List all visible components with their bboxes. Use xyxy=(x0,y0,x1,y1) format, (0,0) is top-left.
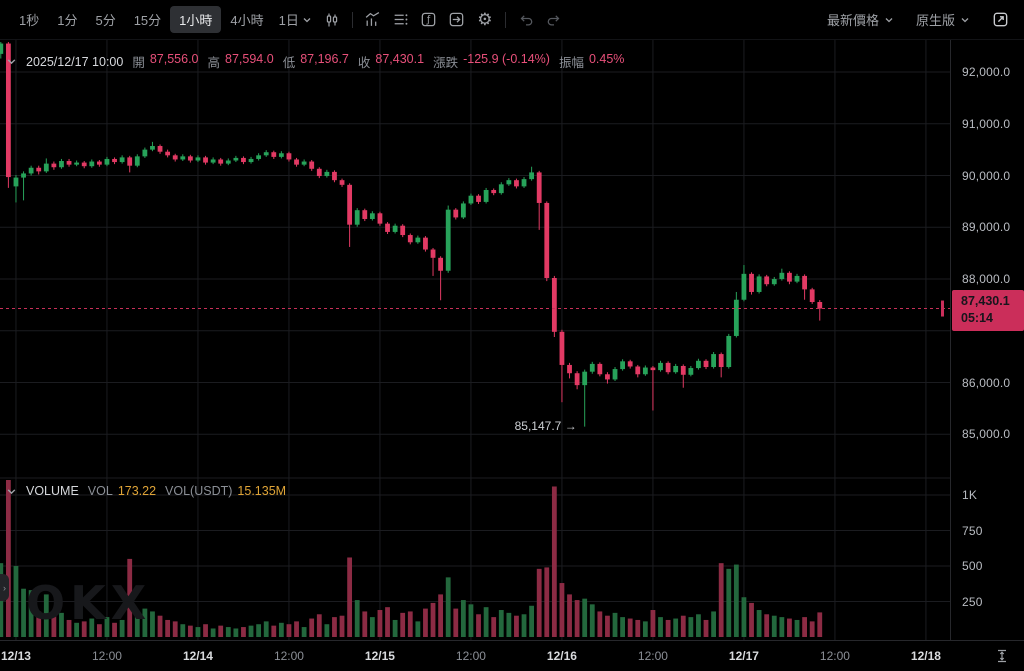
volume-tick-label: 1K xyxy=(962,488,978,502)
interval-4h-button[interactable]: 4小時 xyxy=(230,13,264,28)
last-price-value: 87,430.1 xyxy=(961,293,1010,308)
open-label: 開 xyxy=(132,56,145,70)
amplitude-label: 振幅 xyxy=(558,56,584,70)
gear-glyph: ⚙ xyxy=(477,10,493,29)
candlestick-style-icon[interactable] xyxy=(318,7,346,33)
indicators-icon[interactable] xyxy=(359,7,387,33)
time-scale-icon[interactable] xyxy=(994,648,1010,664)
date-tick-label: 12/14 xyxy=(182,649,213,663)
pane-expand-handle[interactable]: › xyxy=(0,574,9,601)
time-tick-label: 12:00 xyxy=(819,649,850,663)
change-label: 漲跌 xyxy=(433,56,459,70)
interval-1d-dropdown[interactable]: 1日 xyxy=(273,6,318,33)
date-tick-label: 12/18 xyxy=(910,649,941,663)
interval-1h-button[interactable]: 1小時 xyxy=(170,6,222,33)
chart-area[interactable]: 2025/12/17 10:00 開 87,556.0 高 87,594.0 低 87… xyxy=(0,40,1024,671)
price-mode-dropdown[interactable]: 最新價格 xyxy=(821,6,900,33)
time-axis[interactable]: 12/13 12:00 12/14 12:00 12/15 12:00 12/16 12:00… xyxy=(0,640,1024,671)
toolbar-divider xyxy=(351,11,353,28)
interval-1m-button[interactable]: 1分 xyxy=(57,13,78,28)
last-price-badge: 87,430.1 05:14 xyxy=(952,289,1024,331)
settings-gear-icon[interactable]: ⚙ xyxy=(471,7,499,33)
price-tick-label: 90,000.0 xyxy=(962,168,1011,183)
price-tick-label: 88,000.0 xyxy=(962,272,1011,287)
vol-value: 173.22 xyxy=(117,484,157,498)
fullscreen-icon[interactable] xyxy=(986,7,1014,33)
svg-text:ƒ: ƒ xyxy=(426,15,431,26)
price-axis[interactable]: 87,430.1 05:14 92,000.0 91,000.0 90,000.0 8… xyxy=(950,40,1024,640)
ohlc-legend: 2025/12/17 10:00 開 87,556.0 高 87,594.0 低 87… xyxy=(6,52,624,71)
volume-tick-label: 250 xyxy=(962,594,983,609)
candlestick-volume-chart[interactable] xyxy=(0,40,950,640)
price-tick-label: 92,000.0 xyxy=(962,65,1011,79)
close-value: 87,430.1 xyxy=(375,52,425,66)
date-tick-label: 12/15 xyxy=(364,649,395,663)
time-tick-label: 12:00 xyxy=(91,649,122,663)
right-arrow-icon: → xyxy=(564,418,577,433)
price-mode-label: 最新價格 xyxy=(826,13,879,28)
volume-tick-label: 750 xyxy=(962,523,983,538)
time-tick-label: 12:00 xyxy=(637,649,668,663)
date-tick-label: 12/13 xyxy=(0,649,31,663)
chart-version-label: 原生版 xyxy=(915,13,955,28)
price-tick-label: 89,000.0 xyxy=(962,220,1011,235)
time-tick-label: 12:00 xyxy=(455,649,486,663)
toolbar-divider xyxy=(504,11,506,28)
amplitude-value: 0.45% xyxy=(588,52,625,66)
chevron-down-icon xyxy=(960,15,970,25)
volume-title: VOLUME xyxy=(26,484,79,498)
collapse-legend-icon[interactable] xyxy=(6,56,17,67)
export-chart-icon[interactable] xyxy=(443,7,471,33)
open-value: 87,556.0 xyxy=(149,52,199,66)
low-price-annotation: 85,147.7 → xyxy=(461,419,577,433)
time-tick-label: 12:00 xyxy=(273,649,304,663)
redo-icon[interactable] xyxy=(540,7,568,33)
change-value: -125.9 (-0.14%) xyxy=(463,52,550,66)
date-tick-label: 12/16 xyxy=(546,649,577,663)
price-tick-label: 91,000.0 xyxy=(962,116,1011,131)
exchange-watermark: OKX xyxy=(26,576,152,630)
collapse-volume-icon[interactable] xyxy=(6,486,17,497)
chevron-down-icon xyxy=(302,15,312,25)
undo-icon[interactable] xyxy=(512,7,540,33)
candle-datetime: 2025/12/17 10:00 xyxy=(26,54,124,69)
vol-usdt-label: VOL(USDT) xyxy=(165,484,233,498)
chart-version-dropdown[interactable]: 原生版 xyxy=(910,6,976,33)
low-annotation-text: 85,147.7 xyxy=(514,418,562,433)
chart-settings-list-icon[interactable] xyxy=(387,7,415,33)
indicator-template-icon[interactable]: ƒ xyxy=(415,7,443,33)
volume-legend: VOLUME VOL 173.22 VOL(USDT) 15.135M xyxy=(6,484,286,498)
high-value: 87,594.0 xyxy=(225,52,274,66)
close-label: 收 xyxy=(357,56,371,70)
interval-15m-button[interactable]: 15分 xyxy=(133,13,162,28)
volume-tick-label: 500 xyxy=(962,559,983,573)
interval-5m-button[interactable]: 5分 xyxy=(95,13,116,28)
low-label: 低 xyxy=(282,56,296,70)
interval-1d-label: 1日 xyxy=(278,13,299,28)
low-value: 87,196.7 xyxy=(300,52,349,66)
chevron-down-icon xyxy=(884,15,894,25)
interval-1s-button[interactable]: 1秒 xyxy=(19,13,40,28)
vol-usdt-value: 15.135M xyxy=(237,484,287,498)
vol-label: VOL xyxy=(87,484,113,498)
chart-toolbar: 1秒 1分 5分 15分 1小時 4小時 1日 xyxy=(0,0,1024,40)
high-label: 高 xyxy=(207,56,221,70)
price-tick-label: 85,000.0 xyxy=(962,427,1011,442)
date-tick-label: 12/17 xyxy=(728,649,759,663)
price-tick-label: 86,000.0 xyxy=(962,375,1011,390)
candle-countdown: 05:14 xyxy=(961,311,993,326)
